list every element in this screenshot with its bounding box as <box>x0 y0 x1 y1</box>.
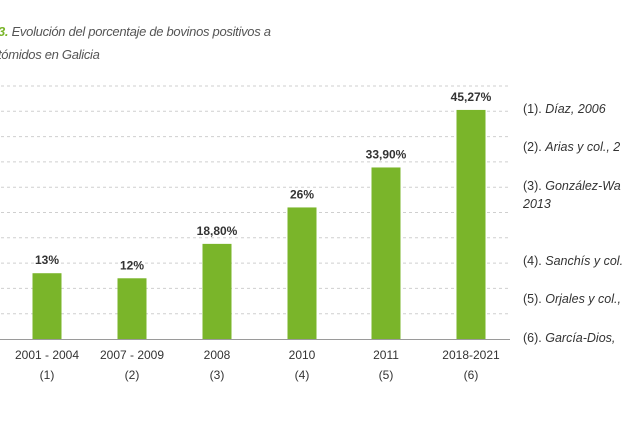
reference-source: García-Dios, <box>545 331 616 345</box>
bar-chart: 13% 2001 - 2004 (1) 12% 2007 - 2009 (2) 18,80%… <box>0 85 510 382</box>
x-tick-ref-label: (6) <box>464 368 479 382</box>
reference-number: (5). <box>523 292 546 306</box>
data-label: 18,80% <box>197 224 238 238</box>
bar <box>32 273 62 339</box>
x-tick-label: 2011 <box>373 348 399 362</box>
reference-number: (1). <box>523 102 546 116</box>
x-tick-label: 2018-2021 <box>442 348 500 362</box>
data-label: 13% <box>35 253 59 267</box>
x-tick-label: 2007 - 2009 <box>100 348 164 362</box>
x-tick-ref-label: (1) <box>40 368 55 382</box>
reference-number: (4). <box>523 254 546 268</box>
reference-source-continued: 2013 <box>523 197 551 211</box>
x-tick-ref-label: (2) <box>125 368 140 382</box>
reference-number: (6). <box>523 331 546 345</box>
reference-number: (2). <box>523 140 546 154</box>
chart-title-line1: Evolución del porcentaje de bovinos posi… <box>11 24 271 39</box>
reference-item: (4). Sanchís y col. <box>523 252 623 270</box>
reference-item: (5). Orjales y col., <box>523 290 621 308</box>
reference-source: Arias y col., 2 <box>545 140 621 154</box>
chart-title: 3. Evolución del porcentaje de bovinos p… <box>0 20 318 66</box>
data-label: 26% <box>290 187 314 201</box>
reference-item: (3). González-Wa 2013 <box>523 177 621 213</box>
x-tick-ref-label: (4) <box>295 368 310 382</box>
reference-source: Orjales y col., <box>545 292 621 306</box>
bar <box>371 167 401 339</box>
bar <box>287 207 317 339</box>
data-label: 12% <box>120 258 144 272</box>
bar <box>202 243 232 339</box>
x-tick-label: 2010 <box>289 348 316 362</box>
x-tick-ref-label: (3) <box>210 368 225 382</box>
data-label: 45,27% <box>451 90 492 104</box>
reference-item: (2). Arias y col., 2 <box>523 138 620 156</box>
reference-number: (3). <box>523 179 546 193</box>
reference-source: Sanchís y col. <box>545 254 624 268</box>
reference-item: (6). García-Dios, <box>523 329 615 347</box>
reference-item: (1). Díaz, 2006 <box>523 100 606 118</box>
bar <box>456 109 486 339</box>
reference-source: Díaz, 2006 <box>545 102 606 116</box>
reference-source: González-Wa <box>545 179 621 193</box>
x-tick-ref-label: (5) <box>379 368 394 382</box>
figure-number: 3. <box>0 24 9 39</box>
chart-title-line2: tómidos en Galicia <box>0 47 100 62</box>
bar <box>117 278 147 339</box>
x-tick-label: 2008 <box>204 348 231 362</box>
x-tick-label: 2001 - 2004 <box>15 348 79 362</box>
data-label: 33,90% <box>366 147 407 161</box>
